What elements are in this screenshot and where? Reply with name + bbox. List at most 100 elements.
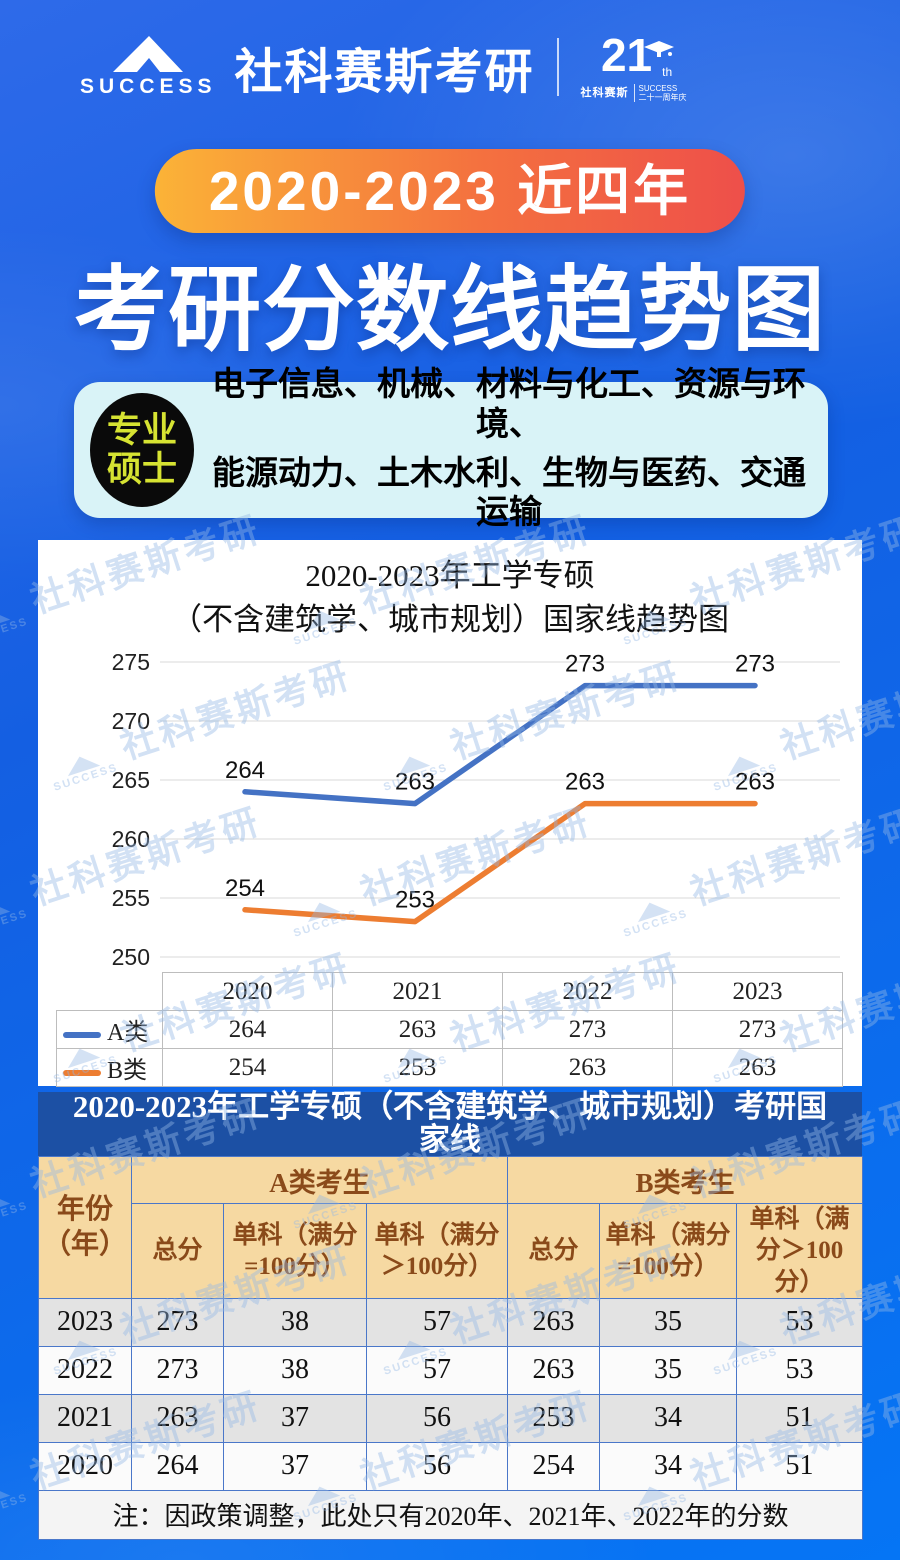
- y-axis-tick: 270: [112, 708, 150, 734]
- col-header-a-total: 总分: [131, 1203, 224, 1299]
- score-cell: 57: [366, 1297, 508, 1347]
- x-axis-year: 2022: [502, 972, 673, 1012]
- legend-label-B类: B类: [56, 1048, 163, 1088]
- col-header-a-single100: 单科（满分=100分）: [223, 1203, 367, 1299]
- col-group-a: A类考生: [131, 1156, 508, 1204]
- chart-legend-table: 2020 2021 2022 2023 A类 264 263 273 273 B类 254 253 26…: [56, 972, 843, 1088]
- data-label: 264: [225, 757, 265, 784]
- legend-value: 263: [502, 1048, 673, 1088]
- legend-swatch-icon: [63, 1031, 101, 1038]
- table-note: 注：因政策调整，此处只有2020年、2021年、2022年的分数: [37, 1489, 864, 1540]
- graduation-cap-icon: [644, 20, 675, 66]
- legend-year-row: 2020 2021 2022 2023: [57, 972, 843, 1012]
- anniversary-subtext: 社科赛斯 SUCCESS 二十一周年庆: [580, 83, 687, 103]
- score-cell: 51: [735, 1393, 864, 1443]
- data-label: 263: [565, 769, 605, 796]
- header-divider: [556, 38, 559, 96]
- legend-value: 273: [672, 1010, 843, 1050]
- legend-corner-cell: [57, 973, 163, 1011]
- data-label: 273: [565, 651, 605, 678]
- degree-type-badge: 专业 硕士: [90, 393, 194, 507]
- score-cell: 263: [507, 1345, 600, 1395]
- score-table-title: 2020-2023年工学专硕（不含建筑学、城市规划）考研国家线: [38, 1090, 862, 1156]
- col-header-year: 年份 （年）: [38, 1156, 132, 1299]
- majors-list: 电子信息、机械、材料与化工、资源与环境、 能源动力、土木水利、生物与医药、交通运…: [194, 366, 828, 533]
- legend-value: 263: [672, 1048, 843, 1088]
- score-cell: 273: [131, 1297, 224, 1347]
- score-table: 年份 （年） A类考生 B类考生 总分 单科（满分=100分） 单科（满分＞100…: [37, 1156, 864, 1540]
- legend-value: 273: [502, 1010, 673, 1050]
- legend-swatch-icon: [63, 1069, 101, 1076]
- watermark-triangle-icon: SUCCESS: [0, 1184, 30, 1232]
- score-cell: 56: [366, 1441, 508, 1491]
- legend-label-A类: A类: [56, 1010, 163, 1050]
- legend-value: 254: [162, 1048, 333, 1088]
- page-title: 考研分数线趋势图: [74, 258, 826, 362]
- majors-line-2: 能源动力、土木水利、生物与医药、交通运输: [212, 455, 806, 532]
- score-cell: 34: [599, 1441, 737, 1491]
- table-row-2022: 2022 273 38 57 263 35 53: [38, 1345, 864, 1395]
- score-cell: 53: [735, 1297, 864, 1347]
- score-cell: 37: [223, 1393, 367, 1443]
- chart-title: 2020-2023年工学专硕 （不含建筑学、城市规划）国家线趋势图: [171, 558, 729, 638]
- score-cell: 273: [131, 1345, 224, 1395]
- score-cell: 263: [131, 1393, 224, 1443]
- score-cell: 57: [366, 1345, 508, 1395]
- data-label: 263: [395, 769, 435, 796]
- year-cell: 2021: [38, 1393, 132, 1443]
- col-header-b-total: 总分: [507, 1203, 600, 1299]
- y-axis-tick: 250: [112, 944, 150, 970]
- score-cell: 56: [366, 1393, 508, 1443]
- trend-line-chart: 275 270 265 260 255 250 264 263 273 273 254 253 263 2…: [112, 649, 840, 970]
- year-cell: 2020: [38, 1441, 132, 1491]
- score-cell: 34: [599, 1393, 737, 1443]
- score-cell: 253: [507, 1393, 600, 1443]
- majors-badge-card: 专业 硕士 电子信息、机械、材料与化工、资源与环境、 能源动力、土木水利、生物与…: [74, 367, 828, 531]
- table-row-2020: 2020 264 37 56 254 34 51: [38, 1441, 864, 1491]
- col-header-b-single100: 单科（满分=100分）: [599, 1203, 737, 1299]
- anniversary-suffix: th: [662, 64, 673, 79]
- mountain-logo-icon: [113, 35, 184, 72]
- anniversary-cn: 社科赛斯: [580, 86, 629, 99]
- trend-chart-card: 2020-2023年工学专硕 （不含建筑学、城市规划）国家线趋势图 275 270…: [38, 540, 862, 1088]
- x-axis-year: 2020: [162, 972, 333, 1012]
- score-cell: 35: [599, 1345, 737, 1395]
- watermark-triangle-icon: SUCCESS: [0, 1476, 30, 1524]
- y-axis-tick: 260: [112, 826, 150, 852]
- col-header-a-singleover100: 单科（满分＞100分）: [366, 1203, 508, 1299]
- series-line-B类: [242, 800, 758, 925]
- score-cell: 51: [735, 1441, 864, 1491]
- score-cell: 53: [735, 1345, 864, 1395]
- year-cell: 2022: [38, 1345, 132, 1395]
- majors-line-1: 电子信息、机械、材料与化工、资源与环境、: [212, 367, 806, 443]
- legend-series-row: A类 264 263 273 273: [56, 1010, 843, 1050]
- legend-value: 263: [332, 1010, 503, 1050]
- data-label: 263: [735, 769, 775, 796]
- success-logo: SUCCESS: [80, 35, 217, 99]
- anniversary-en: SUCCESS 二十一周年庆: [633, 83, 687, 103]
- series-line-A类: [242, 682, 758, 807]
- data-label: 254: [225, 875, 265, 902]
- score-cell: 264: [131, 1441, 224, 1491]
- score-cell: 35: [599, 1297, 737, 1347]
- legend-value: 264: [162, 1010, 333, 1050]
- data-label: 273: [735, 651, 775, 678]
- table-row-2023: 2023 273 38 57 263 35 53: [38, 1297, 864, 1347]
- year-cell: 2023: [38, 1297, 132, 1347]
- legend-value: 253: [332, 1048, 503, 1088]
- x-axis-year: 2023: [672, 972, 843, 1012]
- data-label: 253: [395, 887, 435, 914]
- score-cell: 263: [507, 1297, 600, 1347]
- score-cell: 38: [223, 1297, 367, 1347]
- col-header-b-singleover100: 单科（满分＞100分）: [735, 1203, 864, 1299]
- score-cell: 38: [223, 1345, 367, 1395]
- y-axis-tick: 255: [112, 885, 150, 911]
- years-pill: 2020-2023 近四年: [154, 149, 746, 233]
- x-axis-year: 2021: [332, 972, 503, 1012]
- watermark-triangle-icon: SUCCESS: [0, 892, 30, 940]
- legend-series-row: B类 254 253 263 263: [56, 1048, 843, 1088]
